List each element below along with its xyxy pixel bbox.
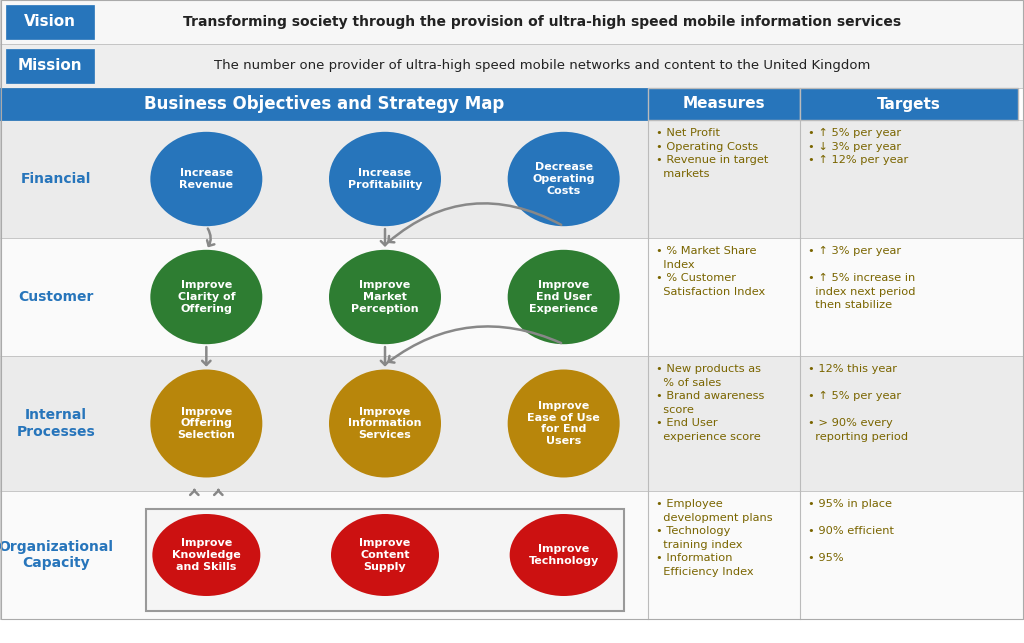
Bar <box>800 88 1018 120</box>
Bar <box>0 0 1024 44</box>
Text: Improve
Technology: Improve Technology <box>528 544 599 566</box>
Ellipse shape <box>331 514 439 596</box>
Ellipse shape <box>151 132 262 226</box>
Text: Improve
Market
Perception: Improve Market Perception <box>351 280 419 314</box>
Text: • Employee
  development plans
• Technology
  training index
• Information
  Eff: • Employee development plans • Technolog… <box>656 499 773 577</box>
Text: • 12% this year

• ↑ 5% per year

• > 90% every
  reporting period: • 12% this year • ↑ 5% per year • > 90% … <box>808 364 908 442</box>
Ellipse shape <box>329 249 441 344</box>
Text: Measures: Measures <box>683 96 765 111</box>
Text: Organizational
Capacity: Organizational Capacity <box>0 540 114 570</box>
Text: Improve
End User
Experience: Improve End User Experience <box>529 280 598 314</box>
Text: Targets: Targets <box>878 96 941 111</box>
Ellipse shape <box>329 370 441 478</box>
Text: Business Objectives and Strategy Map: Business Objectives and Strategy Map <box>144 95 504 113</box>
Ellipse shape <box>329 132 441 226</box>
Text: • % Market Share
  Index
• % Customer
  Satisfaction Index: • % Market Share Index • % Customer Sati… <box>656 246 765 297</box>
Bar <box>0 120 1024 238</box>
Text: Transforming society through the provision of ultra-high speed mobile informatio: Transforming society through the provisi… <box>183 15 901 29</box>
Ellipse shape <box>510 514 617 596</box>
Bar <box>6 49 94 83</box>
Bar <box>0 44 1024 88</box>
Text: Mission: Mission <box>17 59 82 73</box>
Ellipse shape <box>508 132 620 226</box>
Text: Financial: Financial <box>20 172 91 186</box>
Text: Vision: Vision <box>24 15 76 30</box>
Ellipse shape <box>151 370 262 478</box>
Text: • Net Profit
• Operating Costs
• Revenue in target
  markets: • Net Profit • Operating Costs • Revenue… <box>656 128 768 179</box>
Bar <box>0 88 648 120</box>
Bar <box>146 509 624 611</box>
Ellipse shape <box>153 514 260 596</box>
Text: Increase
Revenue: Increase Revenue <box>179 168 233 190</box>
Bar <box>648 88 800 120</box>
Text: Increase
Profitability: Increase Profitability <box>348 168 422 190</box>
Text: • ↑ 3% per year

• ↑ 5% increase in
  index next period
  then stabilize: • ↑ 3% per year • ↑ 5% increase in index… <box>808 246 915 311</box>
Bar <box>0 491 1024 619</box>
Text: Customer: Customer <box>18 290 93 304</box>
Bar <box>0 238 1024 356</box>
Text: Improve
Information
Services: Improve Information Services <box>348 407 422 440</box>
Text: Improve
Clarity of
Offering: Improve Clarity of Offering <box>177 280 236 314</box>
Ellipse shape <box>151 249 262 344</box>
Ellipse shape <box>508 370 620 478</box>
Text: Improve
Content
Supply: Improve Content Supply <box>359 538 411 572</box>
Bar <box>0 356 1024 491</box>
Text: Improve
Ease of Use
for End
Users: Improve Ease of Use for End Users <box>527 401 600 446</box>
Text: Improve
Offering
Selection: Improve Offering Selection <box>177 407 236 440</box>
Text: • ↑ 5% per year
• ↓ 3% per year
• ↑ 12% per year: • ↑ 5% per year • ↓ 3% per year • ↑ 12% … <box>808 128 908 165</box>
Text: • New products as
  % of sales
• Brand awareness
  score
• End User
  experience: • New products as % of sales • Brand awa… <box>656 364 764 442</box>
Text: • 95% in place

• 90% efficient

• 95%: • 95% in place • 90% efficient • 95% <box>808 499 894 563</box>
Ellipse shape <box>508 249 620 344</box>
Text: Decrease
Operating
Costs: Decrease Operating Costs <box>532 163 595 195</box>
Text: The number one provider of ultra-high speed mobile networks and content to the U: The number one provider of ultra-high sp… <box>214 60 870 73</box>
Text: Improve
Knowledge
and Skills: Improve Knowledge and Skills <box>172 538 241 572</box>
Bar <box>6 5 94 39</box>
Text: Internal
Processes: Internal Processes <box>16 408 95 439</box>
